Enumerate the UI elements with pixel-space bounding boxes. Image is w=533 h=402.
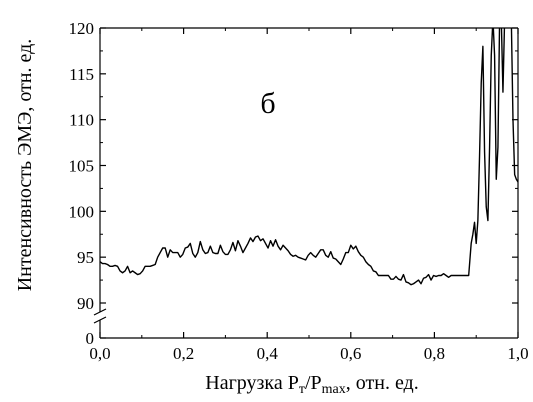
y-tick-label: 0	[86, 329, 95, 348]
y-tick-label: 120	[69, 19, 95, 38]
y-axis-title: Интенсивность ЭМЭ, отн. ед.	[14, 39, 36, 292]
y-tick-label: 95	[77, 248, 94, 267]
y-tick-label: 115	[69, 65, 94, 84]
panel-label: б	[260, 87, 275, 120]
x-axis-title: Нагрузка Pт/Pmax, отн. ед.	[205, 372, 418, 397]
axis-break-mark	[93, 308, 107, 316]
y-tick-label: 100	[69, 202, 95, 221]
series-line-0	[100, 28, 518, 286]
x-tick-label: 0,2	[173, 344, 194, 363]
x-tick-label: 0,6	[340, 344, 361, 363]
x-tick-label: 0,4	[257, 344, 279, 363]
x-tick-label: 0,8	[424, 344, 445, 363]
axis-break-mark	[93, 316, 107, 324]
y-tick-label: 105	[69, 157, 95, 176]
x-tick-label: 1,0	[507, 344, 528, 363]
x-tick-label: 0,0	[89, 344, 110, 363]
y-tick-label: 90	[77, 294, 94, 313]
y-tick-label: 110	[69, 111, 94, 130]
